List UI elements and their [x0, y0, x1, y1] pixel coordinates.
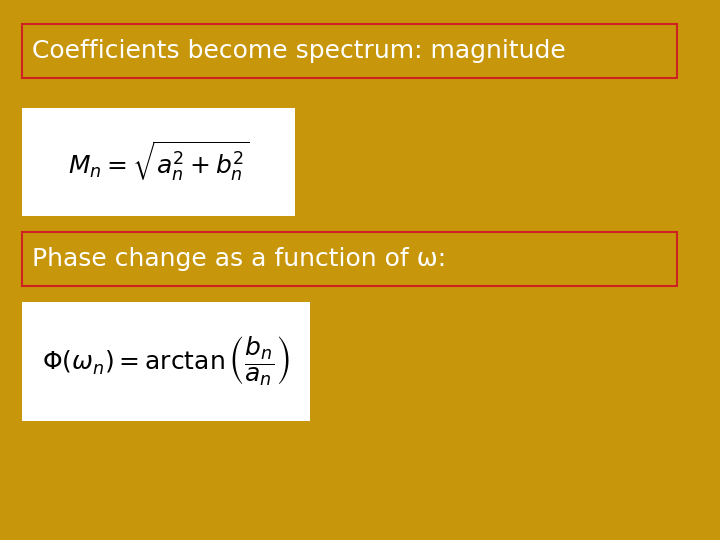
Text: $\Phi(\omega_n) = \arctan\left(\dfrac{b_n}{a_n}\right)$: $\Phi(\omega_n) = \arctan\left(\dfrac{b_… — [42, 335, 289, 388]
Text: Coefficients become spectrum: magnitude: Coefficients become spectrum: magnitude — [32, 39, 566, 63]
FancyBboxPatch shape — [22, 24, 677, 78]
Text: Phase change as a function of ω:: Phase change as a function of ω: — [32, 247, 446, 271]
FancyBboxPatch shape — [22, 232, 677, 286]
FancyBboxPatch shape — [22, 108, 295, 216]
Text: $M_n = \sqrt{a_n^2 + b_n^2}$: $M_n = \sqrt{a_n^2 + b_n^2}$ — [68, 140, 249, 184]
FancyBboxPatch shape — [22, 302, 310, 421]
